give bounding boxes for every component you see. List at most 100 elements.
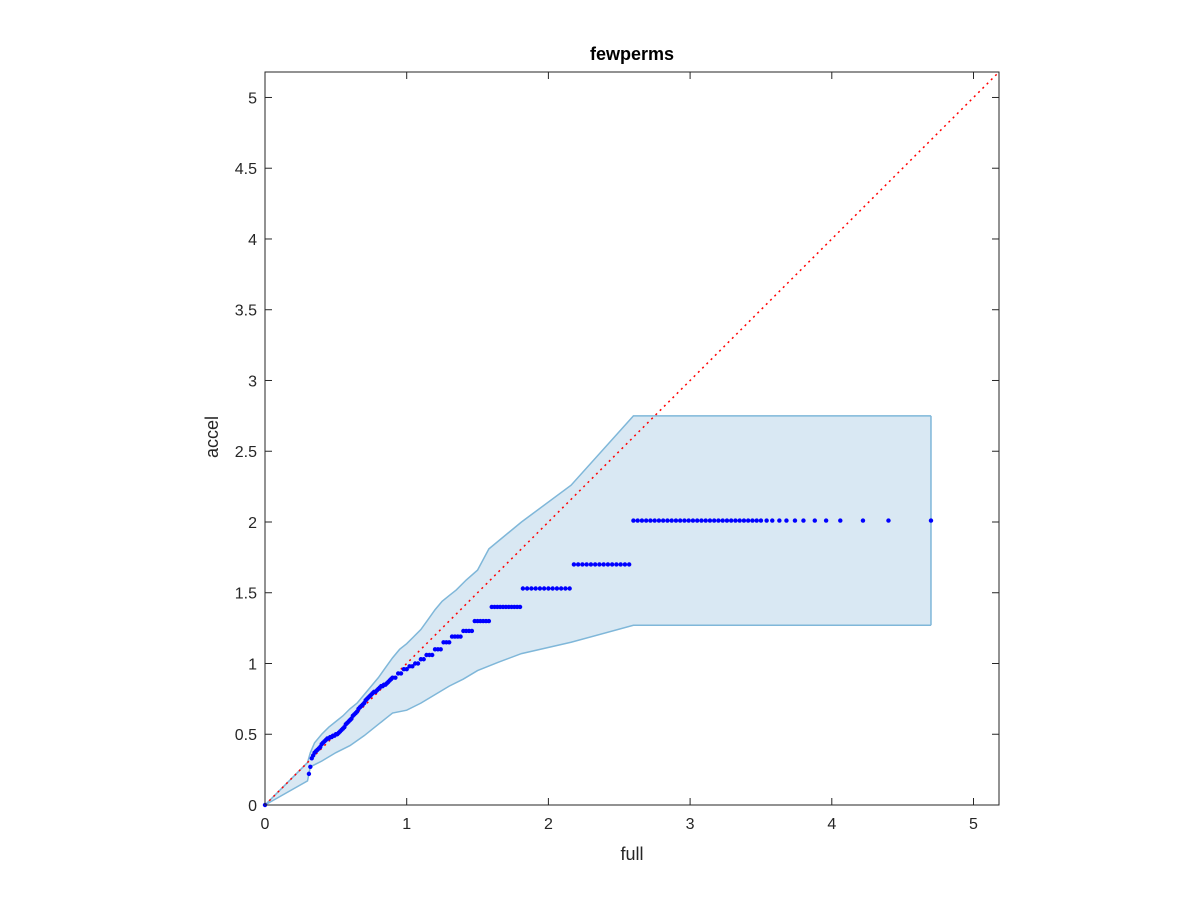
data-point	[517, 604, 523, 610]
data-point	[724, 518, 730, 523]
y-tick-label: 1	[248, 656, 257, 673]
data-point	[584, 562, 589, 567]
data-point	[546, 586, 551, 591]
data-point	[639, 518, 645, 523]
data-point	[393, 675, 398, 680]
data-point	[558, 586, 564, 591]
data-point	[605, 562, 611, 567]
band-lower-edge	[264, 624, 931, 806]
data-point	[703, 518, 708, 523]
data-point	[838, 518, 843, 523]
data-point	[677, 518, 683, 523]
data-point	[458, 634, 463, 639]
data-point	[643, 518, 649, 523]
reference-line-layer	[264, 71, 1000, 806]
data-point	[777, 518, 782, 523]
data-point	[529, 586, 534, 591]
data-point	[622, 562, 628, 567]
y-tick-label: 5	[248, 90, 257, 107]
data-point	[614, 562, 619, 567]
y-tick-label: 1.5	[235, 586, 257, 603]
x-tick-label: 2	[544, 816, 553, 833]
y-tick-label: 2.5	[235, 444, 257, 461]
data-point	[554, 586, 560, 591]
data-point	[524, 586, 530, 591]
data-point	[626, 562, 632, 567]
x-tick-label: 1	[402, 816, 411, 833]
data-point	[652, 518, 657, 523]
axes-layer: 0 1 2 3 4 5 0 0.5 1 1.5 2 2.5 3 3.5 4 4.5 5	[235, 71, 1000, 833]
data-point	[541, 586, 547, 591]
y-tick-label: 0.5	[235, 727, 257, 744]
data-point	[669, 518, 674, 523]
data-point	[410, 664, 415, 669]
data-point	[665, 518, 670, 523]
x-tick-label: 5	[969, 816, 978, 833]
data-point	[758, 518, 764, 523]
data-point	[860, 518, 866, 523]
data-point	[754, 518, 759, 523]
data-point	[533, 586, 538, 591]
data-point	[588, 562, 594, 567]
data-point	[673, 518, 679, 523]
data-point	[656, 518, 662, 523]
data-point	[486, 618, 492, 624]
data-point	[886, 518, 891, 523]
y-tick-label: 0	[248, 798, 257, 815]
data-point	[784, 518, 789, 523]
data-point	[928, 518, 934, 523]
data-point	[537, 586, 543, 591]
data-point	[737, 518, 742, 523]
x-tick-label: 0	[261, 816, 270, 833]
data-point	[308, 764, 313, 769]
data-point	[398, 671, 404, 676]
data-point	[520, 586, 526, 591]
data-point	[438, 647, 443, 652]
data-point	[306, 771, 312, 777]
confidence-band-layer	[264, 415, 932, 806]
data-point	[648, 518, 653, 523]
data-point	[592, 562, 598, 567]
y-tick-label: 4.5	[235, 161, 257, 178]
data-point	[601, 562, 606, 567]
data-point	[764, 518, 769, 523]
data-point	[699, 518, 704, 523]
data-point	[550, 586, 555, 591]
data-point	[430, 652, 435, 658]
y-tick-label: 3	[248, 373, 257, 390]
data-point	[682, 518, 687, 523]
data-point	[597, 562, 602, 567]
confidence-band-fill	[265, 415, 931, 805]
data-point	[567, 586, 572, 591]
chart-title: fewperms	[590, 44, 674, 64]
x-axis-label: full	[620, 844, 643, 864]
data-point	[812, 518, 817, 523]
data-point	[415, 661, 421, 666]
data-points-layer	[262, 518, 934, 808]
data-point	[750, 518, 755, 523]
data-point	[741, 518, 747, 523]
data-point	[575, 562, 581, 567]
identity-reference-line	[264, 71, 1000, 806]
data-point	[618, 562, 623, 567]
data-point	[580, 562, 585, 567]
data-point	[469, 628, 475, 634]
data-point	[563, 586, 568, 591]
data-point	[635, 518, 640, 523]
y-axis-label: accel	[202, 416, 222, 458]
data-point	[728, 518, 734, 523]
data-point	[609, 562, 615, 567]
data-point	[694, 518, 700, 523]
data-point	[571, 562, 577, 567]
data-point	[823, 518, 829, 523]
data-point	[686, 518, 691, 523]
data-point	[716, 518, 721, 523]
data-point	[690, 518, 696, 523]
data-point	[792, 518, 798, 523]
data-point	[801, 518, 806, 523]
data-point	[745, 518, 751, 523]
x-tick-label: 4	[827, 816, 836, 833]
data-point	[720, 518, 725, 523]
y-tick-label: 3.5	[235, 303, 257, 320]
